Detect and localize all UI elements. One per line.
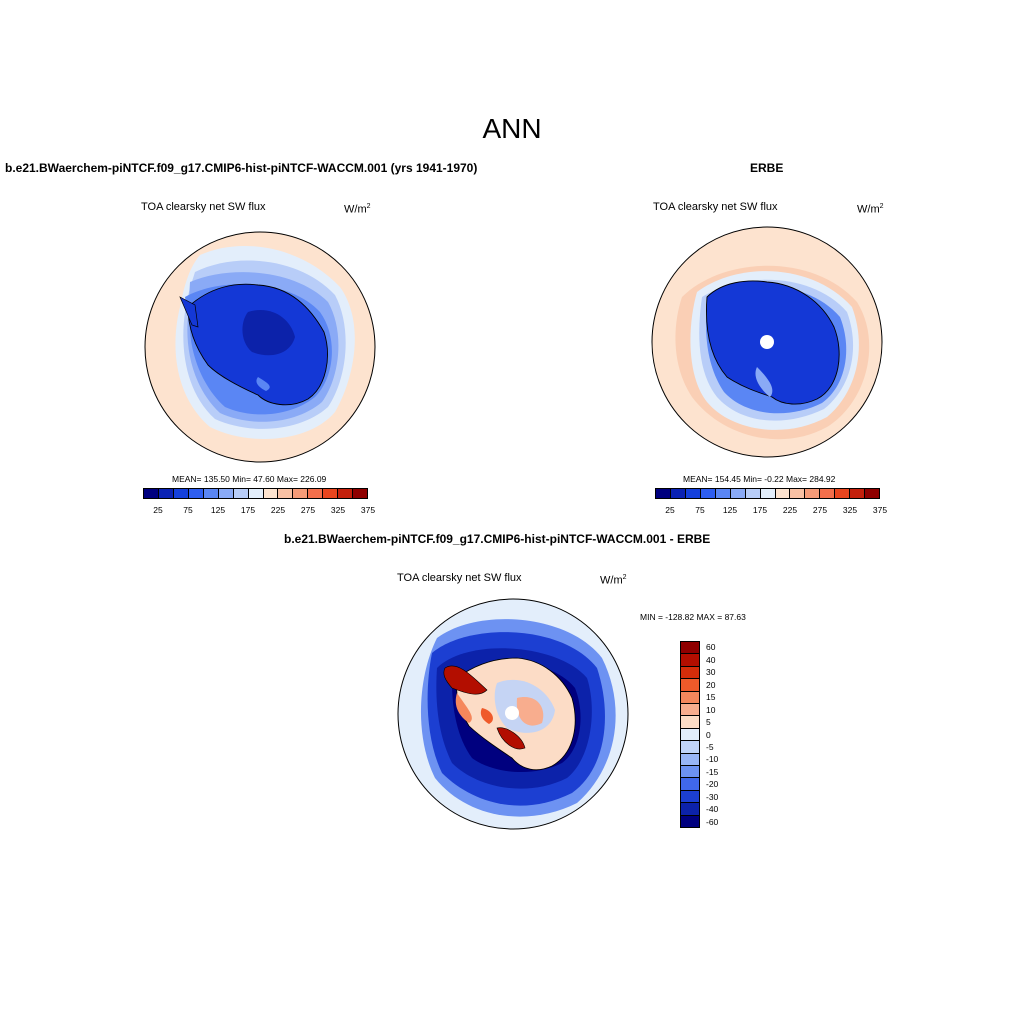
- colorbar-swatch: [700, 489, 716, 498]
- colorbar-swatch: [681, 753, 699, 767]
- colorbar-swatch: [218, 489, 234, 498]
- colorbar-swatch: [850, 489, 866, 498]
- colorbar-level-label: -10: [706, 754, 719, 765]
- panel1-colorbar-ticks: 25 75 125 175 225 275 325 375: [143, 505, 375, 517]
- panel3-polar-map: [397, 598, 629, 830]
- colorbar-tick-label: 225: [782, 505, 798, 515]
- colorbar-tick-label: 25: [665, 505, 675, 515]
- colorbar-swatch: [308, 489, 324, 498]
- colorbar-level-label: 15: [706, 692, 716, 703]
- colorbar-swatch: [338, 489, 354, 498]
- colorbar-swatch: [681, 741, 699, 754]
- panel1-title: b.e21.BWaerchem-piNTCF.f09_g17.CMIP6-his…: [5, 161, 478, 175]
- colorbar-tick-label: 75: [183, 505, 193, 515]
- colorbar-swatch: [681, 642, 699, 655]
- colorbar-tick-label: 25: [153, 505, 163, 515]
- colorbar-swatch: [656, 489, 671, 498]
- colorbar-swatch: [173, 489, 189, 498]
- colorbar-swatch: [670, 489, 686, 498]
- colorbar-tick-label: 175: [240, 505, 256, 515]
- colorbar-swatch: [681, 778, 699, 791]
- colorbar-tick-label: 375: [360, 505, 376, 515]
- colorbar-level-label: 40: [706, 654, 716, 665]
- colorbar-swatch: [865, 489, 880, 498]
- colorbar-swatch: [775, 489, 791, 498]
- colorbar-tick-label: 375: [872, 505, 888, 515]
- colorbar-swatch: [203, 489, 219, 498]
- colorbar-swatch: [681, 679, 699, 692]
- colorbar-level-label: -5: [706, 741, 714, 752]
- colorbar-swatch: [730, 489, 746, 498]
- colorbar-swatch: [835, 489, 851, 498]
- panel3-colorbar-labels: 60 40 30 20 15 10 5 0 -5 -10 -15 -20 -30 -40 -60: [706, 641, 736, 828]
- colorbar-tick-label: 75: [695, 505, 705, 515]
- colorbar-swatch: [681, 766, 699, 779]
- panel3-colorbar: [680, 641, 700, 828]
- colorbar-swatch: [681, 691, 699, 705]
- colorbar-swatch: [681, 666, 699, 680]
- colorbar-level-label: 5: [706, 717, 711, 728]
- colorbar-level-label: 20: [706, 679, 716, 690]
- panel2-polar-map: [651, 226, 883, 458]
- colorbar-swatch: [681, 803, 699, 816]
- colorbar-tick-label: 325: [842, 505, 858, 515]
- colorbar-swatch: [681, 704, 699, 717]
- colorbar-swatch: [760, 489, 776, 498]
- colorbar-level-label: 60: [706, 642, 716, 653]
- colorbar-swatch: [745, 489, 761, 498]
- colorbar-level-label: -60: [706, 816, 719, 827]
- panel3-title: b.e21.BWaerchem-piNTCF.f09_g17.CMIP6-his…: [284, 532, 711, 546]
- colorbar-level-label: 30: [706, 667, 716, 678]
- panel2-title: ERBE: [750, 161, 784, 175]
- panel1-stats: MEAN= 135.50 Min= 47.60 Max= 226.09: [172, 474, 327, 484]
- colorbar-swatch: [681, 815, 699, 828]
- colorbar-swatch: [144, 489, 159, 498]
- colorbar-swatch: [263, 489, 279, 498]
- panel3-units: W/m2: [600, 574, 627, 587]
- colorbar-level-label: -15: [706, 766, 719, 777]
- colorbar-tick-label: 175: [752, 505, 768, 515]
- colorbar-swatch: [681, 790, 699, 804]
- colorbar-level-label: 10: [706, 704, 716, 715]
- colorbar-tick-label: 275: [300, 505, 316, 515]
- colorbar-swatch: [681, 728, 699, 742]
- panel1-colorbar: [143, 488, 368, 499]
- colorbar-swatch: [353, 489, 368, 498]
- colorbar-level-label: -30: [706, 791, 719, 802]
- colorbar-tick-label: 125: [210, 505, 226, 515]
- colorbar-tick-label: 275: [812, 505, 828, 515]
- colorbar-swatch: [790, 489, 806, 498]
- colorbar-level-label: -40: [706, 804, 719, 815]
- panel2-stats: MEAN= 154.45 Min= -0.22 Max= 284.92: [683, 474, 836, 484]
- colorbar-level-label: 0: [706, 729, 711, 740]
- panel1-polar-map: [144, 231, 376, 463]
- colorbar-tick-label: 125: [722, 505, 738, 515]
- panel2-colorbar: [655, 488, 880, 499]
- colorbar-swatch: [188, 489, 204, 498]
- colorbar-swatch: [278, 489, 294, 498]
- panel3-variable-label: TOA clearsky net SW flux: [397, 572, 522, 584]
- colorbar-swatch: [681, 716, 699, 729]
- panel2-colorbar-ticks: 25 75 125 175 225 275 325 375: [655, 505, 887, 517]
- colorbar-swatch: [158, 489, 174, 498]
- colorbar-level-label: -20: [706, 779, 719, 790]
- colorbar-swatch: [685, 489, 701, 498]
- colorbar-swatch: [248, 489, 264, 498]
- colorbar-swatch: [293, 489, 309, 498]
- colorbar-tick-label: 325: [330, 505, 346, 515]
- panel2-units: W/m2: [857, 203, 884, 216]
- colorbar-swatch: [715, 489, 731, 498]
- panel1-variable-label: TOA clearsky net SW flux: [141, 201, 266, 213]
- colorbar-swatch: [681, 654, 699, 667]
- colorbar-swatch: [820, 489, 836, 498]
- colorbar-swatch: [323, 489, 339, 498]
- panel2-variable-label: TOA clearsky net SW flux: [653, 201, 778, 213]
- colorbar-tick-label: 225: [270, 505, 286, 515]
- panel1-units: W/m2: [344, 203, 371, 216]
- colorbar-swatch: [233, 489, 249, 498]
- colorbar-swatch: [805, 489, 821, 498]
- panel3-stats: MIN = -128.82 MAX = 87.63: [640, 612, 746, 622]
- figure-title: ANN: [482, 113, 542, 144]
